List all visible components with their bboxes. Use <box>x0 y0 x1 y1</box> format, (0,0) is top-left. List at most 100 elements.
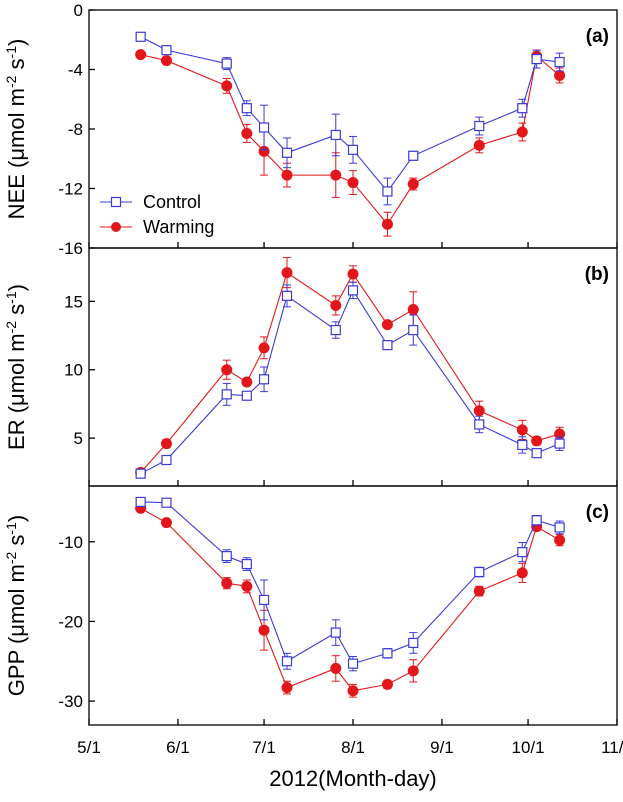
y-axis-title-part: -1 <box>3 522 19 535</box>
data-point <box>347 658 359 669</box>
y-tick-label: -12 <box>58 180 83 199</box>
plot-root: -16-12-8-40(a)NEE (μmol m-2 s-1)51015(b)… <box>3 1 623 757</box>
y-axis-title-part: NEE ( <box>4 160 29 219</box>
y-axis-title-part: μ <box>4 624 29 637</box>
data-point <box>531 53 542 65</box>
legend-marker <box>110 196 122 208</box>
data-point <box>241 376 253 388</box>
x-tick-label: 7/1 <box>252 738 276 757</box>
data-point <box>407 304 419 316</box>
x-tick-label: 8/1 <box>341 738 365 757</box>
x-axis-title: 2012(Month-day) <box>269 766 437 791</box>
data-point <box>330 662 342 674</box>
data-point <box>241 580 253 592</box>
series-line <box>140 271 560 473</box>
data-point <box>347 268 359 280</box>
data-point <box>347 685 359 697</box>
x-tick-label: 10/1 <box>511 738 544 757</box>
y-axis-title-part: s <box>4 58 29 75</box>
y-axis-title-part: mol m <box>4 88 29 148</box>
y-axis-title-part: mol m <box>4 333 29 393</box>
data-point <box>258 624 270 636</box>
data-point <box>517 439 528 451</box>
data-point <box>135 49 147 61</box>
data-point <box>531 435 543 447</box>
series-line <box>140 36 560 193</box>
y-axis-title-part: ER ( <box>4 405 29 450</box>
y-axis-title: NEE (μmol m-2 s-1) <box>3 39 29 220</box>
data-point <box>160 438 172 450</box>
y-axis-title-part: s <box>4 304 29 321</box>
y-axis-title-part: -1 <box>3 291 19 304</box>
data-point <box>473 405 485 417</box>
panel-label: (b) <box>585 264 609 285</box>
y-axis-title-part: -2 <box>3 75 19 88</box>
data-point <box>241 558 252 570</box>
legend: Control Warming <box>100 192 214 237</box>
data-point <box>517 547 528 558</box>
series-warming <box>135 502 566 698</box>
data-point <box>221 58 232 69</box>
legend-label: Control <box>143 192 201 212</box>
data-point <box>381 678 393 690</box>
data-point <box>135 468 146 479</box>
data-point <box>408 637 419 649</box>
panel-label: (a) <box>586 26 609 47</box>
data-point <box>554 522 565 533</box>
data-point <box>135 31 146 42</box>
data-point <box>241 127 253 139</box>
y-axis-title-part: GPP ( <box>4 636 29 696</box>
data-point <box>221 80 233 92</box>
y-tick-label: -16 <box>58 239 83 258</box>
data-point <box>407 178 419 190</box>
data-point <box>135 496 146 508</box>
y-axis-title-part: ) <box>4 39 29 46</box>
legend-label: Warming <box>143 217 214 237</box>
y-axis-title-part: s <box>4 535 29 552</box>
y-tick-label: -4 <box>68 61 83 80</box>
data-point <box>516 567 528 579</box>
data-point <box>330 299 342 311</box>
data-point <box>241 390 252 401</box>
series-control <box>135 496 565 672</box>
series-control <box>135 281 565 479</box>
y-tick-label: -30 <box>58 692 83 711</box>
y-axis-title: ER (μmol m-2 s-1) <box>3 284 29 450</box>
x-tick-label: 6/1 <box>166 738 190 757</box>
data-point <box>161 497 172 508</box>
legend-item-control: Control <box>100 192 201 212</box>
data-point <box>554 534 566 546</box>
data-point <box>382 186 393 197</box>
data-point <box>281 169 293 181</box>
data-point <box>330 129 341 141</box>
y-axis-title-part: mol m <box>4 564 29 624</box>
y-axis-title-part: μ <box>4 393 29 406</box>
data-point <box>474 566 485 578</box>
data-point <box>241 103 252 114</box>
y-axis-title-part: -1 <box>3 46 19 59</box>
data-point <box>258 342 270 354</box>
y-tick-label: -20 <box>58 612 83 631</box>
panel-label: (c) <box>586 502 609 523</box>
y-axis-title-part: -2 <box>3 551 19 564</box>
data-point <box>554 69 566 81</box>
data-point <box>381 319 393 331</box>
data-point <box>531 515 542 526</box>
series-line <box>140 501 560 665</box>
data-point <box>258 122 270 133</box>
data-point <box>408 150 419 161</box>
data-point <box>221 577 233 589</box>
data-point <box>347 144 359 155</box>
series-line <box>140 54 560 226</box>
data-point <box>531 448 542 459</box>
y-tick-label: 15 <box>64 292 83 311</box>
data-point <box>473 139 485 151</box>
panel-c: -30 -20 -10 5/1 6/1 7/1 8/1 9/1 10/1 11/1 (c) GPP (… <box>3 485 623 757</box>
data-point <box>258 594 270 606</box>
data-point <box>516 126 528 138</box>
data-point <box>330 169 342 181</box>
legend-marker <box>111 222 121 232</box>
data-point <box>408 324 419 336</box>
y-tick-label: 10 <box>64 361 83 380</box>
